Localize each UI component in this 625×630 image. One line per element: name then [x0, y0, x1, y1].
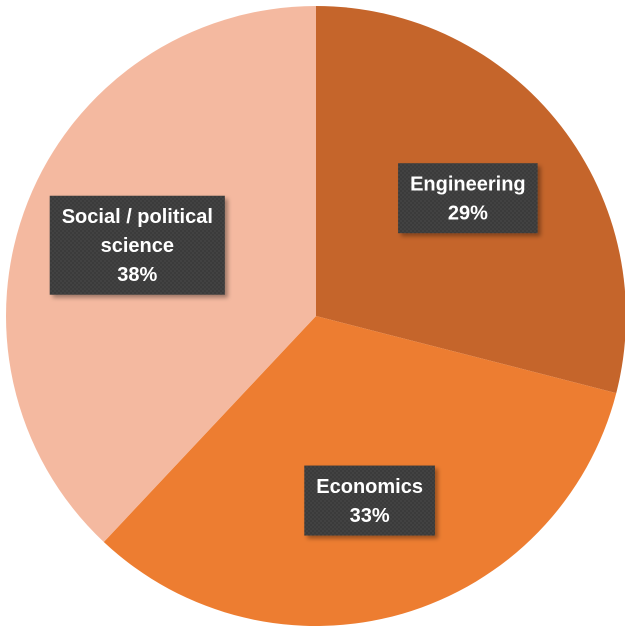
data-label-box — [49, 195, 225, 295]
data-label-engineering: Engineering 29% — [398, 163, 538, 234]
data-label-percent: 33% — [350, 505, 390, 527]
data-label-economics: Economics 33% — [304, 465, 435, 536]
data-label-box — [304, 465, 435, 536]
data-label-social-political-science: Social / political science 38% — [49, 195, 225, 295]
data-label-category: science — [101, 235, 174, 257]
data-label-percent: 38% — [117, 264, 157, 286]
data-label-category: Economics — [316, 476, 423, 498]
data-label-box — [398, 163, 538, 234]
data-label-category: Engineering — [410, 174, 526, 196]
data-label-category: Social / political — [62, 206, 213, 228]
data-label-percent: 29% — [448, 203, 488, 225]
